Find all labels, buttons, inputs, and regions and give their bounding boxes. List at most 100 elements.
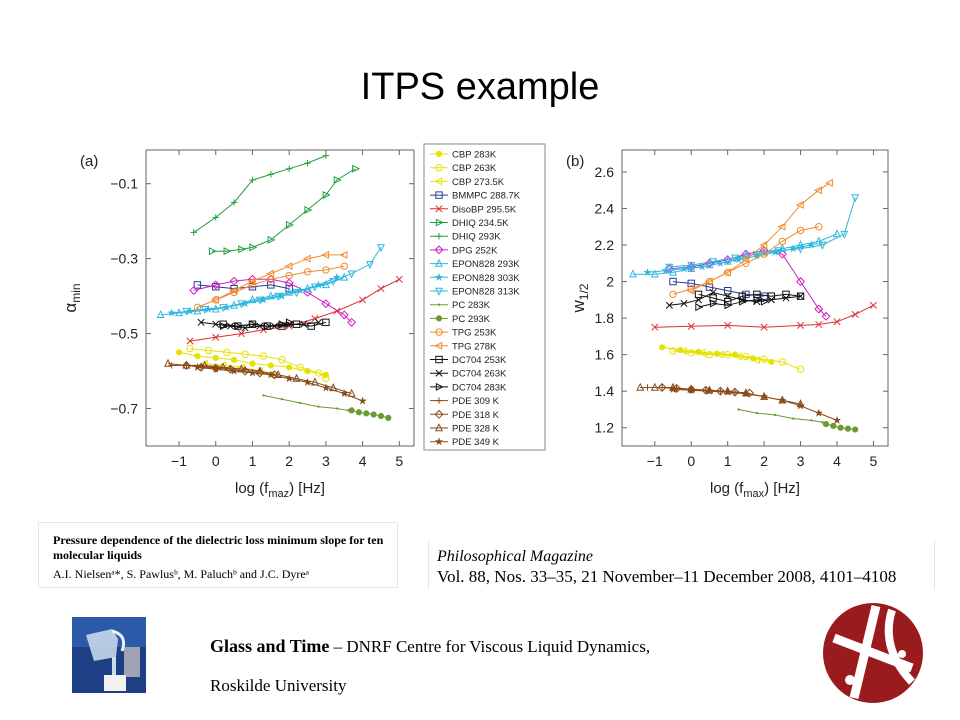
- data-point: [212, 214, 219, 221]
- legend-marker: [435, 397, 443, 404]
- data-point: [715, 258, 725, 268]
- legend-entry: DC704 283K: [452, 382, 507, 393]
- data-point: [636, 382, 645, 391]
- data-point: [302, 254, 311, 263]
- data-point: [665, 301, 673, 309]
- chart-panel-a: (a) −1 0 1 2 3 4 5 −0.1 −0.3 −0.5 −0.7 log (fmaz) [H…: [61, 149, 415, 500]
- data-point: [189, 285, 199, 296]
- series-disobp-295-5k: [651, 301, 877, 331]
- data-point: [741, 388, 750, 397]
- x-tick-label: 1: [249, 453, 257, 469]
- figure: (a) −1 0 1 2 3 4 5 −0.1 −0.3 −0.5 −0.7 log (fmaz) [H…: [61, 143, 889, 500]
- legend-marker: [435, 355, 443, 364]
- data-point: [760, 250, 768, 258]
- data-point: [182, 307, 191, 316]
- series-line: [669, 291, 801, 306]
- series-dc704-263k: [665, 288, 805, 309]
- data-point: [237, 330, 246, 338]
- data-point: [212, 333, 220, 341]
- data-point: [796, 226, 805, 235]
- plot-frame: [621, 149, 889, 447]
- data-point: [249, 320, 258, 329]
- data-point: [182, 360, 191, 369]
- data-point: [668, 384, 678, 394]
- data-point: [686, 286, 695, 295]
- data-point: [777, 395, 787, 405]
- data-point: [697, 262, 707, 271]
- data-point: [355, 409, 363, 416]
- x-axis-label: log (fmax) [Hz]: [710, 480, 800, 500]
- data-point: [741, 389, 751, 398]
- data-point: [687, 261, 696, 270]
- data-point: [773, 413, 777, 417]
- series-line: [654, 304, 874, 328]
- data-point: [230, 199, 238, 206]
- x-tick-label: 0: [212, 453, 220, 469]
- legend-entry: DC704 253K: [452, 355, 507, 366]
- data-point: [332, 272, 342, 282]
- y-tick-label: −0.1: [110, 176, 138, 192]
- x-tick-label: 3: [797, 453, 805, 469]
- y-axis-label: αmin: [61, 283, 83, 312]
- data-point: [724, 292, 732, 300]
- legend-marker: [435, 315, 443, 322]
- legend-entry: CBP 263K: [452, 163, 497, 174]
- data-point: [168, 362, 175, 369]
- data-point: [186, 337, 194, 345]
- x-tick-label: 2: [285, 453, 293, 469]
- data-point: [742, 352, 750, 361]
- series-line: [190, 348, 327, 379]
- y-axis-label: w1/2: [569, 283, 591, 313]
- data-point: [167, 308, 177, 317]
- data-point: [186, 344, 194, 353]
- x-tick-label: 4: [833, 453, 841, 469]
- data-point: [204, 346, 213, 355]
- data-point: [851, 194, 860, 203]
- data-point: [778, 358, 787, 366]
- data-point: [376, 244, 385, 253]
- data-point: [210, 295, 219, 304]
- data-point: [739, 297, 748, 306]
- data-point: [704, 277, 713, 286]
- series-line: [672, 388, 838, 421]
- data-point: [821, 421, 824, 424]
- series-dhiq-293k: [190, 152, 330, 236]
- data-point: [212, 283, 220, 291]
- series-line: [167, 363, 352, 394]
- legend-entry: EPON828 293K: [452, 259, 520, 270]
- data-point: [687, 322, 695, 330]
- data-point: [704, 386, 714, 395]
- data-point: [285, 318, 294, 327]
- data-point: [322, 266, 330, 274]
- data-point: [267, 171, 275, 178]
- data-point: [395, 275, 403, 283]
- journal-name: Philosophical Magazine: [437, 548, 593, 565]
- data-point: [724, 321, 732, 329]
- data-point: [796, 245, 805, 254]
- chart-panel-b: (b) −1 0 1 2 3 4 5 1.2 1.4 1.6 1.8 2 2.2 2.4 2.6 log (fm…: [566, 149, 889, 500]
- legend-entry: TPG 253K: [452, 328, 497, 339]
- data-point: [741, 255, 750, 264]
- data-point: [193, 281, 202, 289]
- data-point: [365, 261, 374, 270]
- series-pc-293k: [348, 407, 392, 421]
- data-point: [219, 322, 228, 331]
- data-point: [321, 383, 331, 392]
- data-point: [686, 384, 696, 394]
- data-point: [658, 344, 666, 351]
- data-point: [669, 277, 677, 286]
- data-point: [709, 258, 718, 267]
- legend-marker: [435, 382, 444, 391]
- data-point: [822, 420, 830, 428]
- data-point: [212, 354, 219, 362]
- data-point: [280, 397, 284, 401]
- data-point: [814, 236, 823, 245]
- series-line: [263, 394, 348, 411]
- data-point: [267, 235, 276, 244]
- data-point: [156, 310, 165, 319]
- data-point: [321, 250, 330, 259]
- data-point: [697, 348, 706, 357]
- data-point: [278, 356, 286, 364]
- legend-marker: [434, 245, 444, 255]
- journal-info: Vol. 88, Nos. 33–35, 21 November–11 Dece…: [437, 567, 897, 586]
